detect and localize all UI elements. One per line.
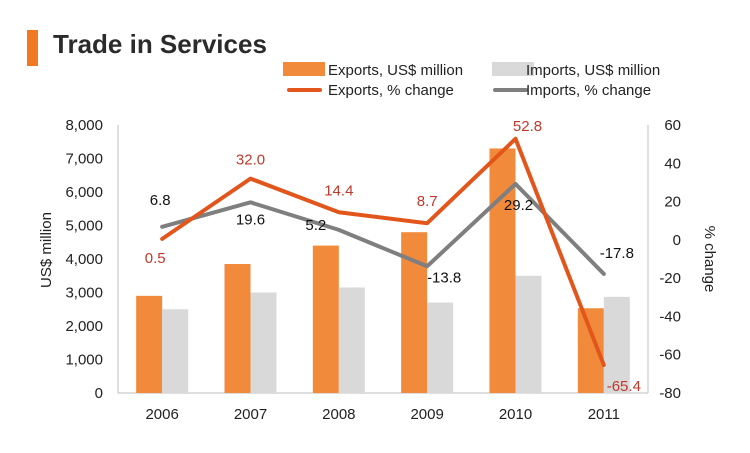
imports-bar (427, 302, 454, 393)
x-tick-label: 2009 (410, 406, 443, 423)
legend-imports-line-label: Imports, % change (526, 82, 651, 99)
exports-bar (224, 264, 251, 393)
x-tick-label: 2006 (145, 406, 178, 423)
title-accent-bar (27, 30, 38, 66)
imports-change-label: 6.8 (150, 192, 171, 209)
imports-bar (162, 309, 189, 393)
y-axis-title: US$ million (38, 212, 55, 288)
exports-bar (136, 295, 163, 393)
exports-change-line (160, 136, 606, 368)
legend-exports-bar-label: Exports, US$ million (328, 62, 463, 79)
legend-exports-bar-swatch (283, 62, 325, 76)
y2-tick-label: -40 (659, 308, 681, 325)
imports-change-label: 5.2 (305, 217, 326, 234)
x-tick-label: 2010 (499, 406, 532, 423)
y-tick-label: 3,000 (65, 285, 103, 302)
x-tick-label: 2011 (588, 406, 620, 423)
y2-tick-label: 20 (664, 194, 681, 211)
imports-change-line (160, 181, 606, 276)
imports-change-label: -17.8 (600, 245, 634, 262)
y2-axis-title: % change (701, 226, 718, 293)
exports-change-label: 52.8 (513, 118, 542, 135)
imports-bar (250, 292, 277, 393)
y2-tick-label: 0 (673, 232, 681, 249)
y-tick-label: 0 (95, 385, 103, 402)
y2-tick-label: 60 (664, 117, 681, 134)
exports-change-label: 8.7 (417, 193, 438, 210)
y2-tick-label: -80 (659, 385, 681, 402)
legend-exports-line-label: Exports, % change (328, 82, 454, 99)
imports-bar (515, 275, 542, 393)
exports-change-label: 14.4 (324, 182, 353, 199)
imports-bar (338, 287, 365, 393)
imports-change-label: -13.8 (427, 269, 461, 286)
imports-change-label: 29.2 (504, 197, 533, 214)
y-tick-label: 4,000 (65, 251, 103, 268)
y-tick-label: 5,000 (65, 218, 103, 235)
y-tick-label: 1,000 (65, 352, 103, 369)
y2-tick-label: -20 (659, 270, 681, 287)
imports-bar (603, 296, 630, 393)
y-tick-label: 6,000 (65, 184, 103, 201)
x-tick-label: 2007 (234, 406, 267, 423)
y-tick-label: 8,000 (65, 117, 103, 134)
y2-tick-label: -60 (659, 347, 681, 364)
x-tick-label: 2008 (322, 406, 355, 423)
y-tick-label: 7,000 (65, 151, 103, 168)
exports-change-label: 32.0 (236, 152, 265, 169)
legend-imports-bar-swatch (492, 62, 534, 76)
exports-change-label: -65.4 (607, 378, 641, 395)
y-tick-label: 2,000 (65, 318, 103, 335)
imports-change-label: 19.6 (236, 211, 265, 228)
y2-tick-label: 40 (664, 155, 681, 172)
exports-change-label: 0.5 (145, 250, 166, 267)
exports-bar (312, 245, 339, 393)
legend-imports-bar-label: Imports, US$ million (526, 62, 660, 79)
chart-title: Trade in Services (53, 29, 267, 59)
